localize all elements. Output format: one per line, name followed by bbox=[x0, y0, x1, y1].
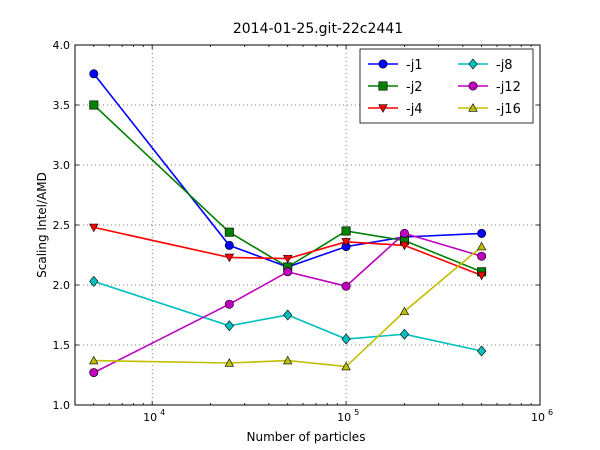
series-line bbox=[93, 232, 482, 374]
data-point bbox=[89, 223, 99, 233]
data-point bbox=[89, 69, 99, 79]
data-point bbox=[378, 104, 388, 113]
data-point bbox=[477, 251, 487, 261]
data-point bbox=[341, 281, 351, 291]
data-point bbox=[89, 275, 99, 287]
plot-area: 1.01.52.02.53.03.54.010 4 10 5 10 6 bbox=[53, 39, 554, 424]
data-point bbox=[399, 241, 410, 251]
x-tick-exponent: 4 bbox=[160, 408, 165, 417]
data-point bbox=[399, 306, 410, 316]
legend-label: -j4 bbox=[406, 102, 423, 117]
y-tick-label: 1.5 bbox=[53, 339, 71, 352]
data-point bbox=[341, 238, 351, 247]
y-tick-label: 2.5 bbox=[53, 219, 71, 232]
data-point bbox=[468, 103, 478, 112]
x-axis-label: Number of particles bbox=[247, 430, 366, 444]
legend-label: -j12 bbox=[496, 80, 521, 95]
x-tick-exponent: 5 bbox=[354, 408, 359, 417]
series-line bbox=[93, 104, 482, 273]
data-point bbox=[224, 227, 234, 237]
x-tick-label: 10 bbox=[531, 411, 545, 424]
y-tick-label: 3.0 bbox=[53, 159, 71, 172]
data-point bbox=[341, 333, 351, 345]
data-point bbox=[224, 240, 234, 250]
data-point bbox=[476, 271, 487, 281]
data-point bbox=[224, 299, 234, 309]
data-point bbox=[282, 355, 293, 365]
legend-label: -j1 bbox=[406, 58, 423, 73]
data-point bbox=[341, 226, 351, 236]
data-point bbox=[468, 58, 478, 70]
x-tick-label: 10 bbox=[143, 411, 157, 424]
x-tick-exponent: 6 bbox=[548, 408, 553, 417]
x-tick-label: 10 bbox=[337, 411, 351, 424]
data-point bbox=[89, 100, 99, 110]
series-line bbox=[93, 245, 483, 368]
legend-label: -j8 bbox=[496, 58, 513, 73]
y-tick-label: 4.0 bbox=[53, 39, 71, 52]
data-point bbox=[477, 345, 487, 357]
data-point bbox=[476, 241, 487, 251]
data-point bbox=[399, 328, 410, 340]
y-tick-label: 1.0 bbox=[53, 399, 71, 412]
data-point bbox=[378, 59, 388, 69]
data-point bbox=[224, 253, 235, 263]
data-point bbox=[378, 81, 388, 91]
axes-frame bbox=[74, 44, 541, 406]
data-point bbox=[224, 320, 234, 332]
series-line bbox=[93, 280, 482, 352]
data-point bbox=[341, 361, 351, 371]
data-point bbox=[89, 368, 99, 378]
data-point bbox=[224, 358, 235, 367]
data-point bbox=[89, 355, 99, 365]
data-point bbox=[283, 267, 293, 277]
y-tick-label: 2.0 bbox=[53, 279, 71, 292]
data-point bbox=[399, 228, 409, 238]
y-tick-label: 3.5 bbox=[53, 99, 71, 112]
data-point bbox=[468, 81, 478, 91]
chart-title: 2014-01-25.git-22c2441 bbox=[233, 21, 403, 37]
legend-label: -j2 bbox=[406, 80, 423, 95]
data-point bbox=[283, 309, 293, 321]
y-axis-label: Scaling Intel/AMD bbox=[35, 172, 49, 278]
data-point bbox=[477, 228, 487, 238]
data-point bbox=[282, 254, 293, 264]
legend-label: -j16 bbox=[496, 102, 521, 117]
legend: -j1 -j2 -j4 -j8 -j12 -j16 bbox=[359, 48, 534, 124]
series-line bbox=[93, 226, 482, 277]
